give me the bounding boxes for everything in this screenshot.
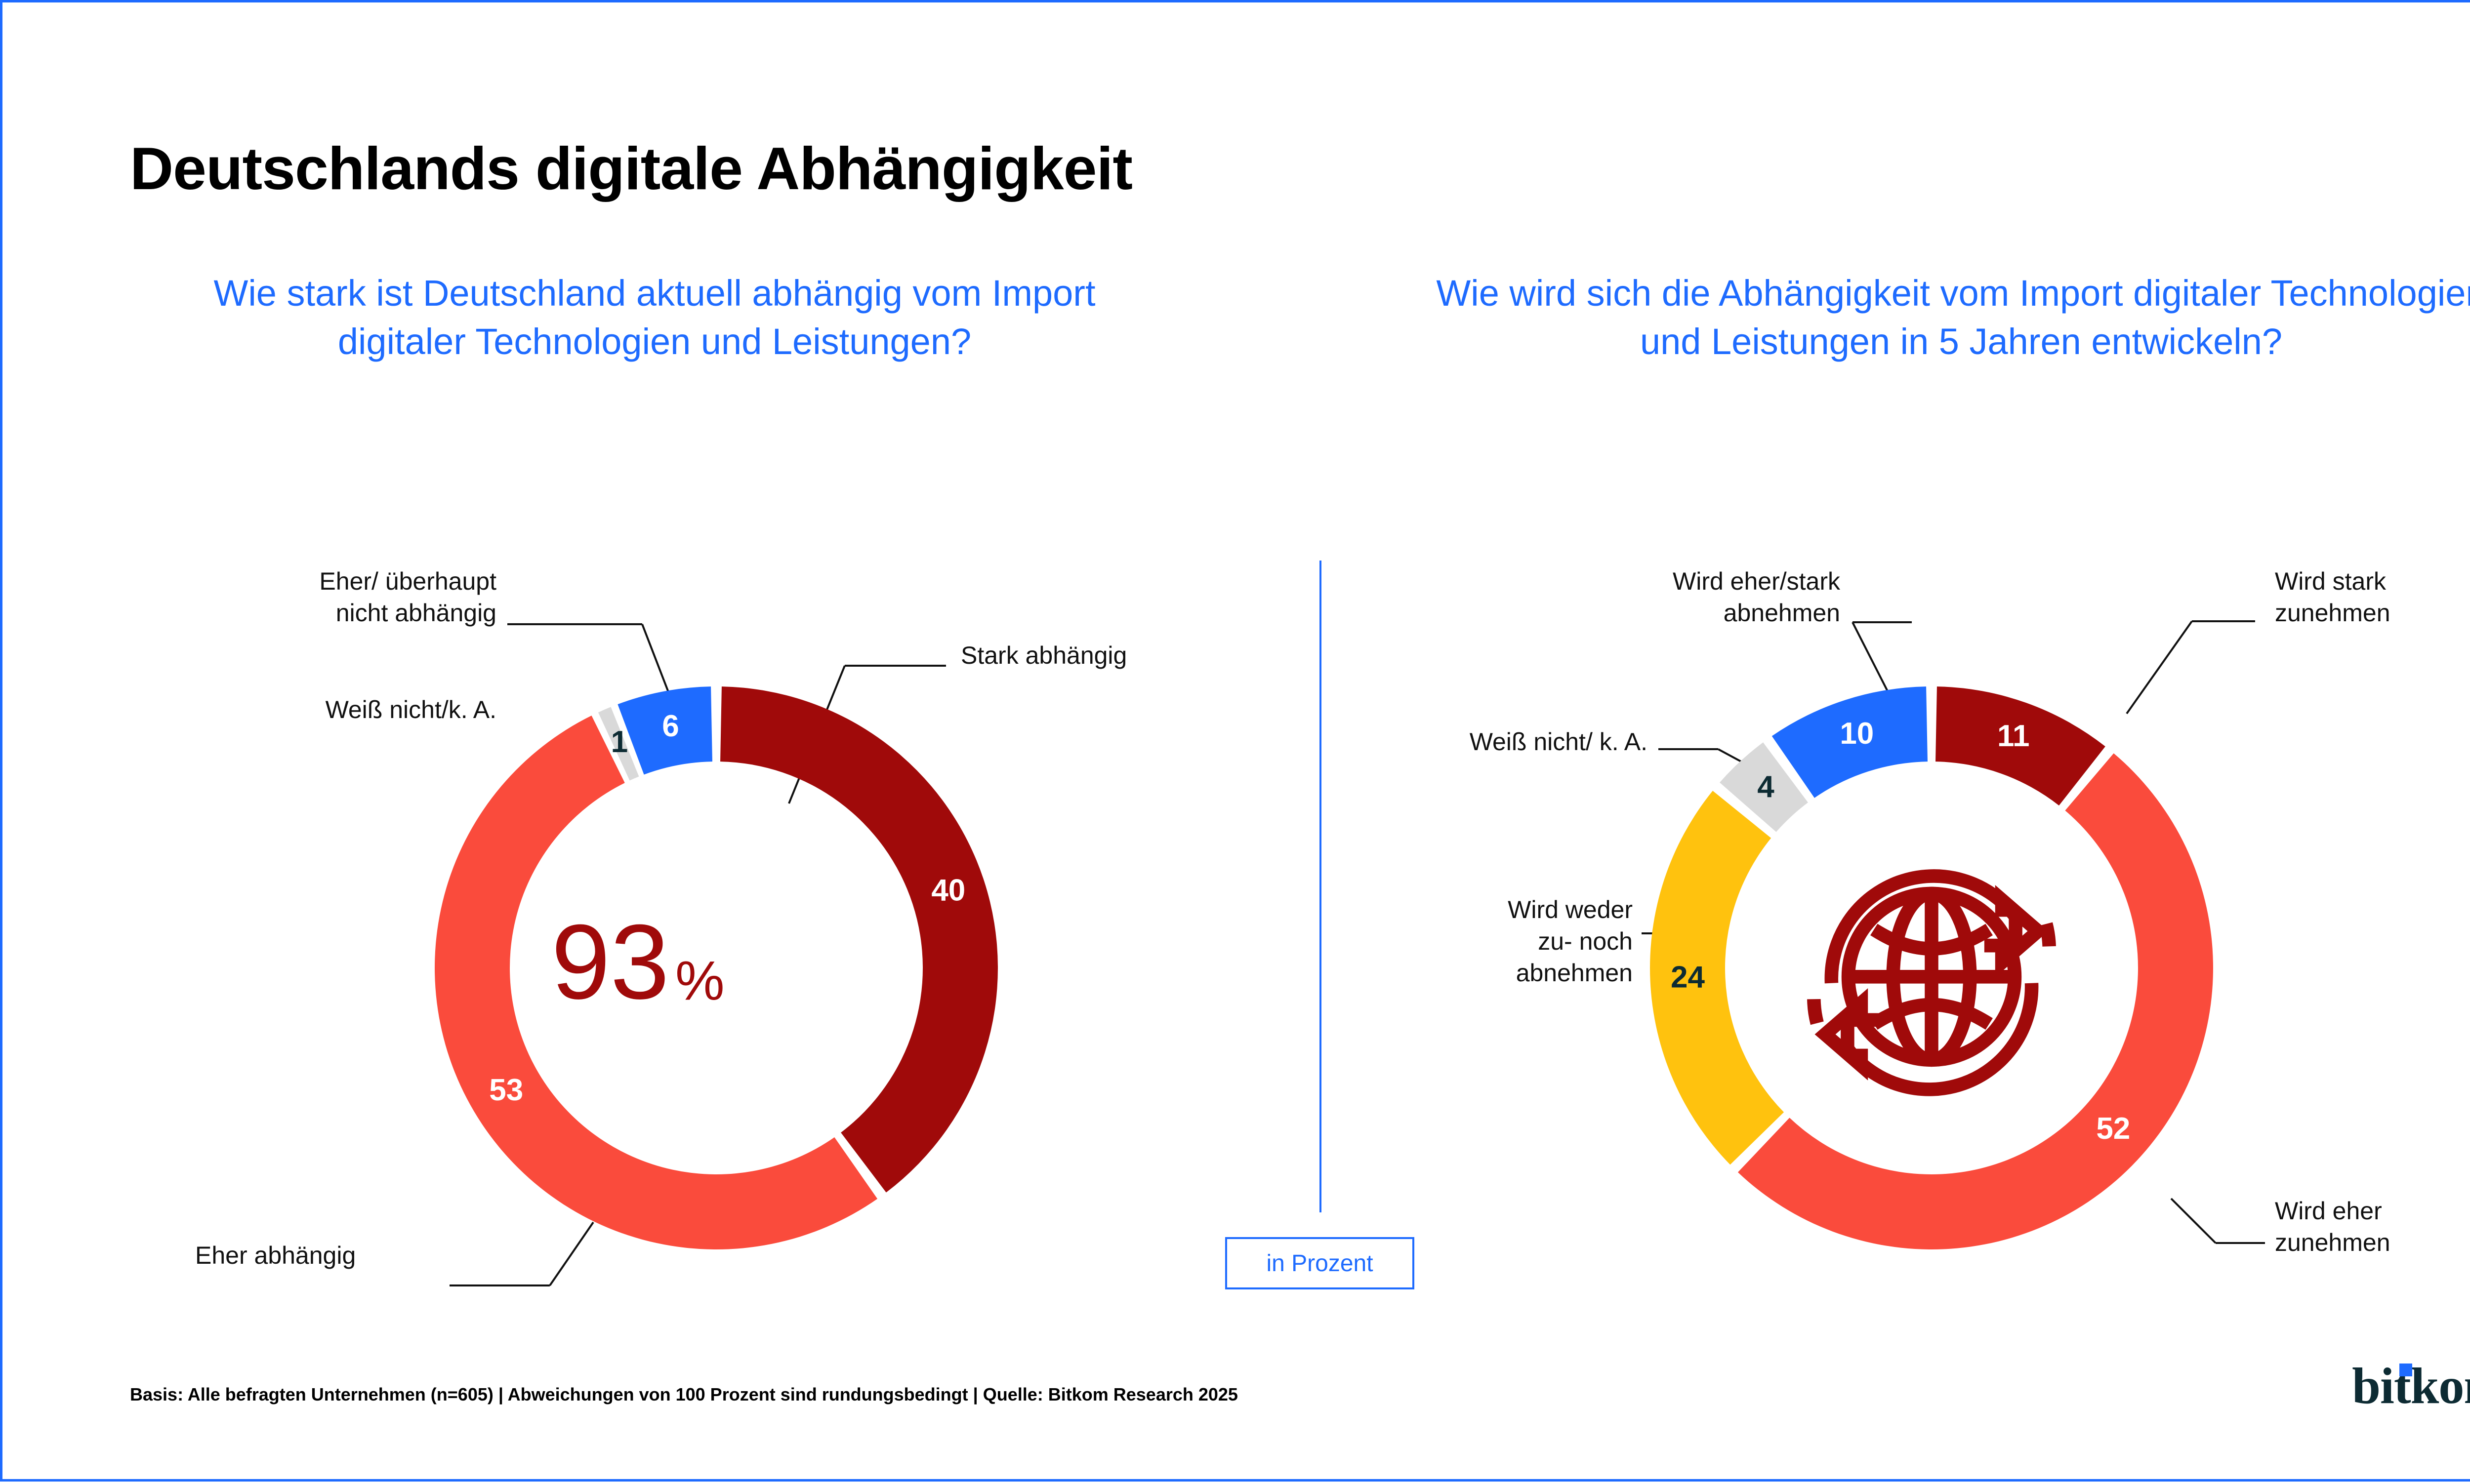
donut-left-svg: 40 53 1 6 93 % [434, 686, 998, 1249]
slice-value-label: 1 [611, 725, 628, 759]
slice-value-label: 53 [489, 1073, 523, 1107]
slice-value-label: 10 [1840, 717, 1874, 751]
donut-right-slice-labels: 11 52 24 4 10 [1671, 717, 2130, 1146]
question-right: Wie wird sich die Abhängigkeit vom Impor… [1436, 273, 2470, 362]
label-eher-ueberhaupt-nicht-abhaengig: Eher/ überhaupt nicht abhängig [319, 567, 496, 627]
logo-dot-icon [2399, 1364, 2413, 1376]
slice-value-label: 24 [1671, 960, 1705, 994]
donut-slice [1771, 686, 1928, 798]
question-left: Wie stark ist Deutschland aktuell abhäng… [213, 273, 1096, 362]
donut-slice [1650, 791, 1784, 1165]
label-wird-eher-stark-abnehmen: Wird eher/stark abnehmen [1673, 567, 1840, 627]
slice-value-label: 4 [1757, 770, 1774, 804]
donut-left-slices [434, 686, 998, 1249]
donut-chart-future-dependency: 11 52 24 4 10 [1608, 644, 2255, 1291]
unit-badge: in Prozent [1225, 1237, 1414, 1289]
label-wird-eher-zunehmen: Wird eher zunehmen [2275, 1197, 2390, 1256]
label-weiss-nicht-links: Weiß nicht/k. A. [325, 696, 496, 723]
donut-slice [1935, 686, 2105, 806]
page-title: Deutschlands digitale Abhängigkeit [130, 135, 1133, 202]
globe-exchange-icon [1807, 869, 2056, 1096]
slice-value-label: 11 [1997, 719, 2030, 753]
footnote-source: Basis: Alle befragten Unternehmen (n=605… [130, 1384, 1238, 1404]
label-wird-stark-zunehmen: Wird stark zunehmen [2275, 567, 2390, 627]
label-stark-abhaengig: Stark abhängig [961, 642, 1127, 669]
slice-value-label: 52 [2096, 1112, 2130, 1146]
donut-slice [720, 686, 998, 1193]
panel-divider [1319, 561, 1321, 1212]
donut-slice [434, 716, 878, 1249]
donut-slice [598, 707, 639, 781]
donut-slice [1720, 742, 1808, 832]
label-weiss-nicht-rechts: Weiß nicht/ k. A. [1469, 728, 1647, 756]
donut-chart-current-dependency: 40 53 1 6 93 % [393, 644, 1040, 1291]
center-value: 93 [551, 902, 669, 1021]
donut-right-slices [1650, 686, 2213, 1249]
label-wird-weder-zu-noch-abnehmen: Wird weder zu- noch abnehmen [1508, 896, 1633, 987]
donut-left-slice-labels: 40 53 1 6 [489, 709, 965, 1107]
donut-slice [1737, 753, 2213, 1249]
center-unit: % [675, 950, 725, 1012]
bitkom-logo: bitkom [2352, 1358, 2470, 1412]
donut-slice [618, 686, 712, 775]
donut-right-svg: 11 52 24 4 10 [1650, 686, 2213, 1249]
label-eher-abhaengig: Eher abhängig [195, 1242, 356, 1269]
slice-value-label: 40 [931, 874, 965, 908]
slice-value-label: 6 [662, 709, 679, 743]
